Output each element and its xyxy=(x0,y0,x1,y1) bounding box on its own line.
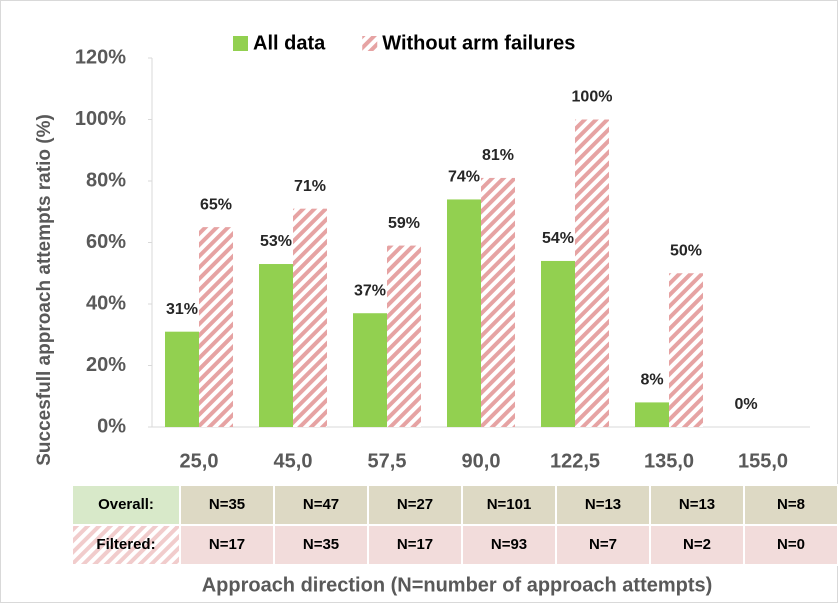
table-row-label: Overall: xyxy=(98,496,154,513)
value-label: 31% xyxy=(166,301,198,318)
y-tick-label: 0% xyxy=(97,415,126,437)
bar xyxy=(575,119,609,427)
value-label: 71% xyxy=(294,178,326,195)
y-tick-label: 60% xyxy=(86,231,126,253)
value-label: 100% xyxy=(572,89,613,106)
value-label: 65% xyxy=(200,196,232,213)
table-cell-text: N=17 xyxy=(397,536,433,553)
x-tick-label: 25,0 xyxy=(180,450,219,472)
y-tick-label: 100% xyxy=(75,108,126,130)
table-cell-text: N=35 xyxy=(209,496,245,513)
legend-swatch xyxy=(362,36,378,51)
table-cell-text: N=27 xyxy=(397,496,433,513)
table-cell xyxy=(555,484,651,526)
table-cell xyxy=(743,484,838,526)
y-tick-label: 80% xyxy=(86,169,126,191)
y-axis-title: Succesfull approach attempts ratio (%) xyxy=(34,114,55,466)
table-cell xyxy=(461,524,557,566)
table-label-cell xyxy=(71,524,181,566)
value-label: 50% xyxy=(670,242,702,259)
table-cell xyxy=(179,524,275,566)
bar xyxy=(669,273,703,427)
table-cell xyxy=(743,524,838,566)
table-cell-text: N=17 xyxy=(209,536,245,553)
y-tick-label: 40% xyxy=(86,292,126,314)
x-tick-label: 45,0 xyxy=(274,450,313,472)
table-cell-text: N=13 xyxy=(585,496,621,513)
y-tick-label: 120% xyxy=(75,46,126,68)
table-cell-text: N=13 xyxy=(679,496,715,513)
table-cell-text: N=8 xyxy=(777,496,805,513)
value-label: 53% xyxy=(260,233,292,250)
value-label: 54% xyxy=(542,230,574,247)
bar xyxy=(387,245,421,427)
table-cell-text: N=7 xyxy=(589,536,617,553)
x-tick-label: 135,0 xyxy=(644,450,694,472)
x-tick-label: 90,0 xyxy=(462,450,501,472)
value-label: 0% xyxy=(734,396,757,413)
table-cell xyxy=(273,524,369,566)
value-label: 8% xyxy=(640,372,663,389)
bar xyxy=(199,227,233,427)
legend-swatch xyxy=(233,36,248,51)
value-label: 59% xyxy=(388,215,420,232)
x-tick-label: 122,5 xyxy=(550,450,600,472)
table-cell-text: N=2 xyxy=(683,536,711,553)
bar xyxy=(259,264,293,427)
bar xyxy=(447,199,481,427)
value-label: 81% xyxy=(482,147,514,164)
y-tick-label: 20% xyxy=(86,354,126,376)
table-cell xyxy=(555,524,651,566)
value-label: 37% xyxy=(354,282,386,299)
x-tick-label: 155,0 xyxy=(738,450,788,472)
table-cell-text: N=35 xyxy=(303,536,339,553)
table-cell-text: N=47 xyxy=(303,496,339,513)
x-axis-title: Approach direction (N=number of approach… xyxy=(202,574,713,596)
legend-label: All data xyxy=(253,32,326,54)
bar xyxy=(293,208,327,427)
table-row-label: Filtered: xyxy=(96,536,155,553)
x-tick-label: 57,5 xyxy=(368,450,407,472)
legend-label: Without arm failures xyxy=(382,32,575,54)
bar xyxy=(481,177,515,427)
bar xyxy=(541,260,575,427)
bar xyxy=(353,313,387,427)
table-cell-text: N=0 xyxy=(777,536,805,553)
table-cell-text: N=93 xyxy=(491,536,527,553)
bar xyxy=(165,331,199,427)
table-cell-text: N=101 xyxy=(487,496,532,513)
bar xyxy=(635,402,669,427)
value-label: 74% xyxy=(448,169,480,186)
